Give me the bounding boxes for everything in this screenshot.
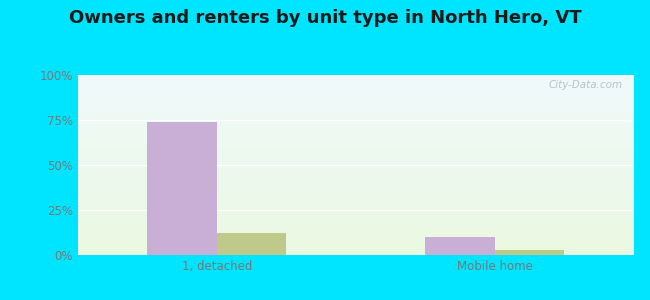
Bar (425, 237, 495, 255)
Text: City-Data.com: City-Data.com (549, 80, 623, 90)
Bar (495, 250, 564, 255)
Bar (217, 233, 287, 255)
Text: Owners and renters by unit type in North Hero, VT: Owners and renters by unit type in North… (69, 9, 581, 27)
Bar (148, 122, 217, 255)
